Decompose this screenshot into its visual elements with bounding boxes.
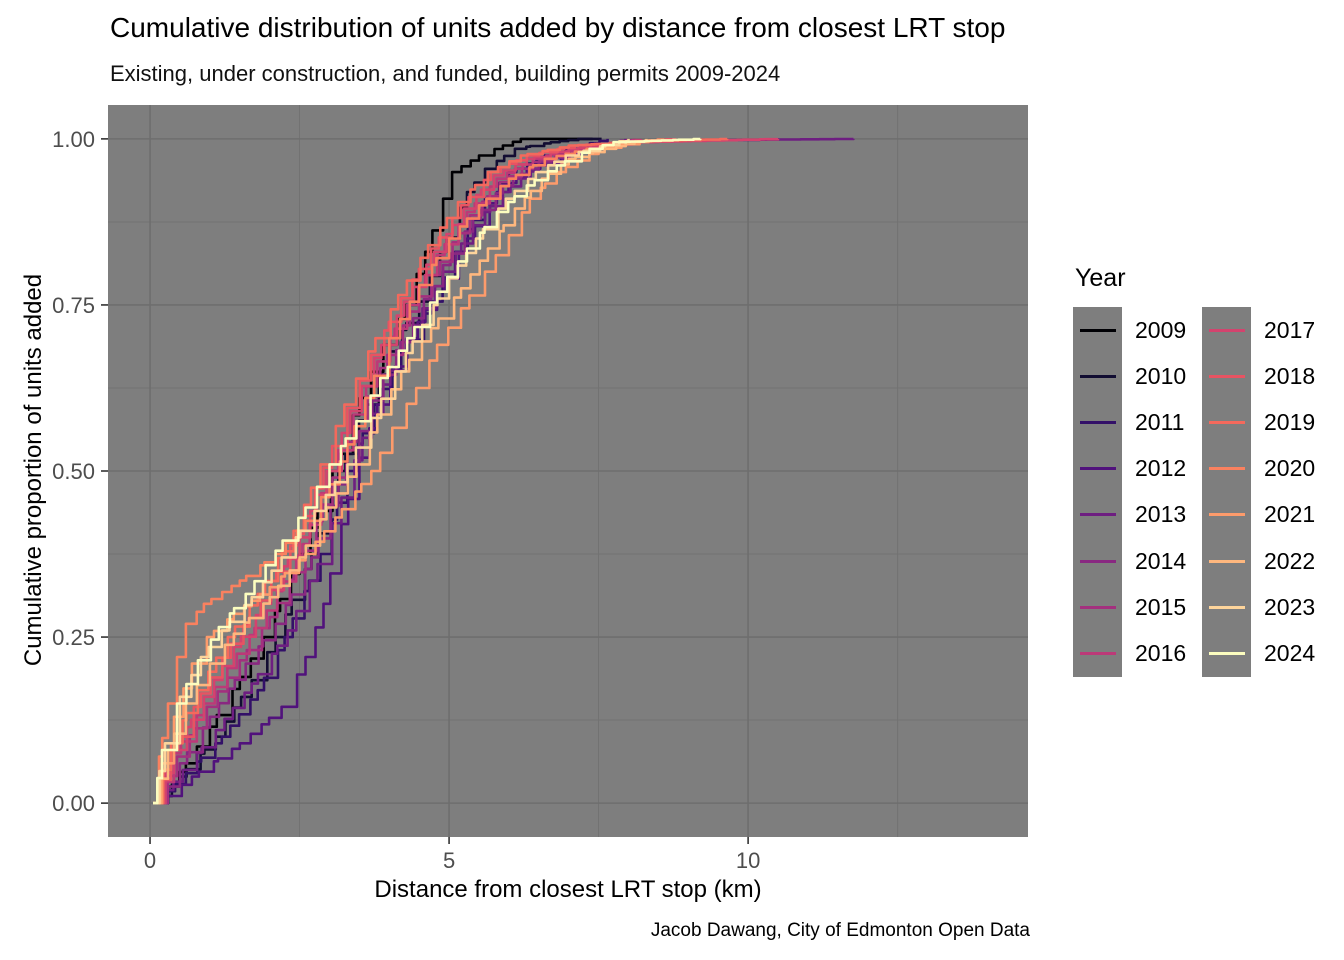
y-tick-label: 0.50 [52, 459, 95, 484]
legend-label: 2014 [1135, 547, 1187, 574]
series-line-2024 [153, 137, 702, 805]
legend-label: 2013 [1135, 501, 1187, 528]
legend-column-2: 2017 2018 2019 2020 2021 2022 2023 2024 [1202, 307, 1315, 677]
legend-label: 2024 [1264, 639, 1316, 666]
legend-line-swatch [1208, 559, 1245, 563]
legend-item-2022: 2022 [1202, 537, 1316, 585]
legend-item-2021: 2021 [1202, 491, 1316, 538]
legend-key [1202, 353, 1251, 400]
legend-item-2017: 2017 [1202, 307, 1316, 354]
legend-label: 2020 [1264, 455, 1316, 482]
legend-key [1073, 630, 1122, 677]
series-line-2021 [153, 138, 660, 805]
x-axis-title: Distance from closest LRT stop (km) [374, 876, 762, 903]
legend-line-swatch [1208, 467, 1245, 471]
legend-key [1202, 584, 1251, 631]
chart-title: Cumulative distribution of units added b… [110, 12, 1006, 43]
legend-key [1202, 307, 1251, 354]
legend-key [1073, 584, 1122, 631]
legend-item-2018: 2018 [1202, 353, 1316, 400]
legend-label: 2022 [1264, 547, 1316, 574]
legend-key [1202, 491, 1251, 538]
legend-line-swatch [1208, 328, 1245, 332]
x-tick-label: 5 [443, 848, 455, 873]
y-tick-label: 0.25 [52, 625, 95, 650]
legend-line-swatch [1079, 374, 1116, 378]
chart-subtitle: Existing, under construction, and funded… [110, 61, 781, 86]
legend-line-swatch [1208, 374, 1245, 378]
legend-key [1202, 399, 1251, 446]
y-tick-label: 1.00 [52, 127, 95, 152]
legend-item-2012: 2012 [1073, 445, 1187, 492]
legend-line-swatch [1079, 559, 1116, 563]
legend-item-2024: 2024 [1202, 630, 1316, 677]
legend-key [1202, 537, 1251, 585]
series-line-2020 [153, 138, 666, 805]
legend-label: 2021 [1264, 501, 1316, 528]
legend-line-swatch [1079, 328, 1116, 332]
legend-label: 2015 [1135, 593, 1187, 620]
legend-key [1073, 307, 1122, 354]
legend-label: 2009 [1135, 316, 1187, 343]
y-tick-label: 0.00 [52, 791, 95, 816]
legend-label: 2019 [1264, 408, 1316, 435]
legend-line-swatch [1208, 651, 1245, 655]
legend-key [1073, 399, 1122, 446]
x-tick-label: 10 [736, 848, 760, 873]
caption: Jacob Dawang, City of Edmonton Open Data [650, 920, 1030, 941]
legend-item-2010: 2010 [1073, 353, 1187, 400]
legend-line-swatch [1208, 420, 1245, 424]
legend-line-swatch [1079, 467, 1116, 471]
legend-label: 2010 [1135, 362, 1187, 389]
legend-item-2013: 2013 [1073, 491, 1187, 538]
legend-key [1202, 445, 1251, 492]
x-tick-label: 0 [144, 848, 156, 873]
legend-label: 2012 [1135, 455, 1187, 482]
legend-line-swatch [1079, 513, 1116, 517]
y-axis-title: Cumulative proportion of units added [20, 273, 47, 667]
legend-label: 2017 [1264, 316, 1316, 343]
legend-label: 2018 [1264, 362, 1316, 389]
legend-item-2023: 2023 [1202, 584, 1316, 631]
legend-item-2014: 2014 [1073, 537, 1187, 585]
legend-key [1073, 353, 1122, 400]
legend-key [1073, 491, 1122, 538]
legend-line-swatch [1079, 651, 1116, 655]
legend-key [1073, 537, 1122, 585]
legend-label: 2011 [1135, 408, 1185, 435]
legend-line-swatch [1079, 420, 1116, 424]
series-line-2022 [153, 138, 648, 805]
legend-label: 2023 [1264, 593, 1316, 620]
legend-line-swatch [1208, 513, 1245, 517]
y-tick-label: 0.75 [52, 293, 95, 318]
legend-key [1073, 445, 1122, 492]
legend-label: 2016 [1135, 639, 1187, 666]
legend-item-2011: 2011 [1073, 399, 1186, 446]
legend-item-2020: 2020 [1202, 445, 1316, 492]
legend-line-swatch [1208, 605, 1245, 609]
legend-item-2016: 2016 [1073, 630, 1187, 677]
legend-line-swatch [1079, 605, 1116, 609]
legend-title: Year [1075, 264, 1126, 292]
legend-item-2015: 2015 [1073, 584, 1187, 631]
legend-key [1202, 630, 1251, 677]
legend-item-2019: 2019 [1202, 399, 1316, 446]
legend-item-2009: 2009 [1073, 307, 1187, 354]
legend-column-1: 2009 2010 2011 2012 2013 2014 2015 2016 [1073, 307, 1186, 677]
